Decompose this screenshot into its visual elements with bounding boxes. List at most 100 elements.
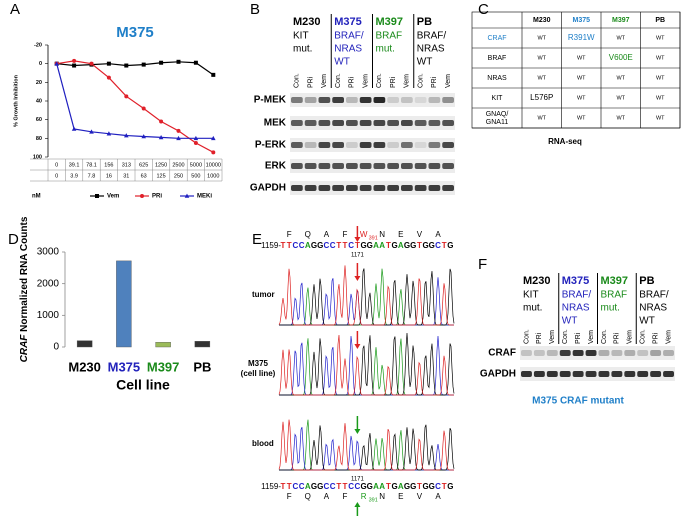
cell: L576P — [530, 93, 553, 102]
marker — [72, 63, 77, 68]
band — [442, 97, 454, 103]
band — [318, 120, 331, 126]
y-axis-label-part: Normalized RNA Counts — [19, 216, 30, 334]
band — [359, 142, 372, 148]
x-tick-label: 625 — [139, 162, 148, 168]
blot-strip — [290, 93, 455, 107]
band — [414, 97, 427, 103]
marker — [106, 75, 111, 80]
band — [637, 371, 649, 377]
base: G — [391, 241, 397, 250]
group-desc: BRAF — [376, 31, 403, 42]
x-tick-label: 125 — [157, 173, 166, 179]
marker — [141, 62, 146, 67]
y-tick-label: 20 — [36, 80, 42, 86]
group-name: M375 — [562, 275, 590, 287]
bar — [76, 340, 93, 348]
blot-strip — [290, 138, 455, 152]
trace-label: M375 — [248, 359, 269, 368]
y-tick-label: 0 — [53, 342, 59, 353]
trace-label: blood — [252, 439, 274, 448]
lane-label: PRi — [390, 76, 397, 88]
marker — [141, 106, 146, 111]
band — [346, 142, 358, 148]
band — [442, 163, 454, 169]
band — [332, 120, 344, 126]
base: C — [348, 482, 354, 491]
band — [533, 350, 545, 356]
series-line — [56, 63, 214, 139]
band — [304, 142, 317, 148]
band — [624, 371, 636, 377]
group-desc: WT — [334, 57, 350, 68]
bar — [155, 342, 171, 348]
x-tick-label: 1000 — [207, 173, 219, 179]
base: T — [417, 241, 422, 250]
lane-label: Vem — [445, 74, 452, 88]
base: C — [293, 482, 299, 491]
band — [291, 163, 303, 169]
cell: WT — [537, 35, 546, 41]
band — [332, 163, 344, 169]
y-tick-label: 2000 — [37, 278, 60, 289]
band — [428, 185, 441, 191]
base: G — [404, 482, 410, 491]
base: C — [348, 241, 354, 250]
lane-label: PRi — [652, 332, 659, 344]
base: C — [330, 241, 336, 250]
band — [414, 163, 427, 169]
amino-acid: E — [398, 492, 403, 501]
marker — [193, 60, 198, 65]
lane-label: Con. — [335, 73, 342, 88]
lane-label: Vem — [362, 74, 369, 88]
x-tick-label: 10000 — [206, 162, 221, 168]
lane-label: PRi — [614, 332, 621, 344]
panel-letter: F — [478, 256, 487, 273]
column-header: M375 — [572, 17, 590, 24]
x-tick-label: 156 — [104, 162, 113, 168]
legend-marker — [140, 194, 144, 198]
amino-acid: V — [417, 230, 423, 239]
y-tick-label: 60 — [36, 117, 42, 123]
base: T — [343, 482, 348, 491]
marker — [72, 58, 77, 63]
x-unit: nM — [32, 194, 41, 200]
lane-label: PRi — [575, 332, 582, 344]
base: C — [355, 482, 361, 491]
cell: WT — [616, 115, 625, 121]
band — [585, 350, 597, 356]
base: G — [391, 482, 397, 491]
group-desc: KIT — [523, 290, 539, 301]
row-header: NRAS — [487, 75, 507, 82]
base: T — [417, 482, 422, 491]
lane-label: PRi — [307, 76, 314, 88]
band — [401, 97, 413, 103]
group-desc: mut. — [376, 44, 395, 55]
base: A — [373, 482, 379, 491]
band — [291, 97, 303, 103]
base: G — [404, 241, 410, 250]
amino-acid: A — [435, 492, 441, 501]
base: T — [281, 241, 286, 250]
base: C — [299, 482, 305, 491]
cell: WT — [616, 75, 625, 81]
base: G — [410, 482, 416, 491]
amino-acid: W — [360, 230, 368, 239]
y-tick-label: 40 — [36, 98, 42, 104]
base: G — [311, 482, 317, 491]
band — [304, 97, 317, 103]
x-tick-label: 78.1 — [86, 162, 97, 168]
base: A — [398, 482, 404, 491]
band — [650, 371, 662, 377]
blot-strip — [520, 346, 675, 360]
band — [318, 97, 331, 103]
cell: WT — [537, 75, 546, 81]
lane-label: PRi — [536, 332, 543, 344]
group-desc: NRAS — [417, 44, 445, 55]
cell: WT — [656, 95, 665, 101]
panel-letter: A — [10, 1, 20, 18]
marker — [159, 119, 164, 124]
base: T — [281, 482, 286, 491]
cell: WT — [656, 55, 665, 61]
group-name: M375 — [334, 16, 362, 28]
